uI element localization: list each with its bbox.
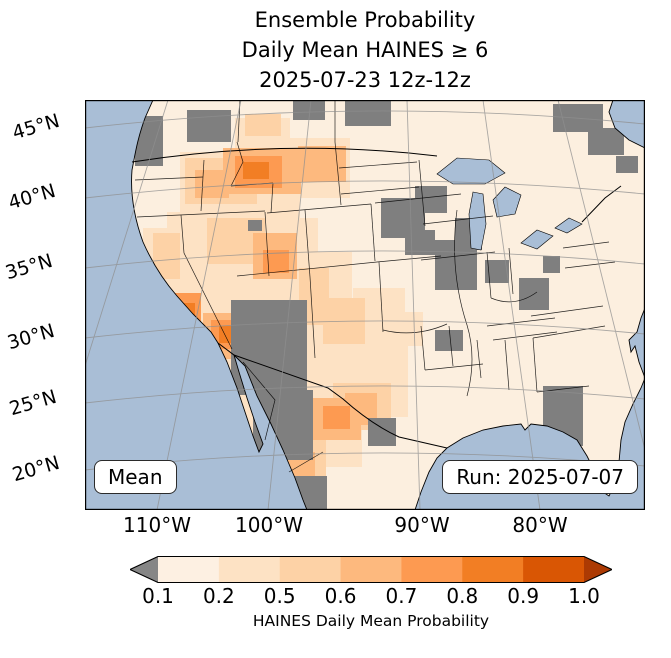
probability-cell: [543, 256, 560, 273]
colorbar-segment: [462, 556, 524, 583]
title-line-2: Daily Mean HAINES ≥ 6: [241, 38, 489, 62]
colorbar-tick-label: 0.9: [507, 584, 540, 608]
lat-tick-35n: 35°N: [2, 249, 55, 285]
probability-cell: [435, 240, 477, 290]
lat-tick-45n: 45°N: [9, 109, 62, 145]
colorbar-tick-label: 0.6: [324, 584, 357, 608]
colorbar-tick-label: 0.5: [263, 584, 296, 608]
probability-cell: [245, 114, 281, 136]
colorbar: [130, 556, 612, 583]
probability-cell: [383, 312, 423, 346]
lat-tick-40n: 40°N: [5, 179, 58, 215]
probability-cell: [435, 330, 463, 351]
probability-cell: [485, 260, 509, 283]
colorbar-tick-label: 1.0: [568, 584, 600, 608]
probability-cell: [345, 100, 391, 126]
lat-tick-25n: 25°N: [6, 385, 59, 421]
probability-cell: [616, 156, 638, 173]
probability-cell: [243, 162, 269, 179]
state-borders: [134, 100, 616, 473]
lon-tick-100w: 100°W: [235, 513, 303, 537]
graticule: [85, 100, 645, 510]
probability-cell: [588, 128, 624, 155]
country-borders: [131, 147, 622, 449]
mean-statistic-badge: Mean: [94, 460, 177, 494]
colorbar-tick-labels: 0.1 0.2 0.5 0.6 0.7 0.8 0.9 1.0: [130, 584, 612, 608]
colorbar-segment: [279, 556, 342, 583]
colorbar-under-arrow: [130, 556, 158, 583]
lat-tick-20n: 20°N: [9, 451, 62, 487]
colorbar-tick-label: 0.8: [446, 584, 479, 608]
lon-tick-90w: 90°W: [394, 513, 450, 537]
probability-cell: [293, 100, 325, 120]
colorbar-segment: [523, 556, 585, 583]
title-line-1: Ensemble Probability: [254, 8, 476, 32]
figure-title: Ensemble Probability Daily Mean HAINES ≥…: [85, 5, 645, 95]
probability-cell: [263, 250, 289, 273]
run-date-badge: Run: 2025-07-07: [442, 460, 638, 494]
title-line-3: 2025-07-23 12z-12z: [259, 68, 471, 92]
colorbar-tick-label: 0.2: [202, 584, 235, 608]
map-frame: [85, 100, 645, 510]
great-lakes: [436, 157, 583, 251]
colorbar-segment: [340, 556, 402, 583]
probability-cell: [187, 110, 231, 142]
map-panel: Mean Run: 2025-07-07: [85, 100, 645, 510]
probability-cell: [415, 186, 447, 213]
probability-cell: [248, 220, 262, 231]
lon-tick-110w: 110°W: [123, 513, 191, 537]
colorbar-over-arrow: [584, 556, 612, 583]
colorbar-tick-label: 0.7: [385, 584, 418, 608]
colorbar-outline: [130, 556, 612, 583]
colorbar-segment: [158, 556, 220, 583]
probability-cell: [323, 406, 350, 429]
us-map: [85, 100, 645, 510]
colorbar-label: HAINES Daily Mean Probability: [252, 612, 490, 630]
lon-tick-80w: 80°W: [512, 513, 568, 537]
colorbar-tick-label: 0.1: [142, 584, 174, 608]
colorbar-segment: [401, 556, 463, 583]
colorbar-segment: [218, 556, 281, 583]
lat-tick-30n: 30°N: [4, 319, 57, 355]
